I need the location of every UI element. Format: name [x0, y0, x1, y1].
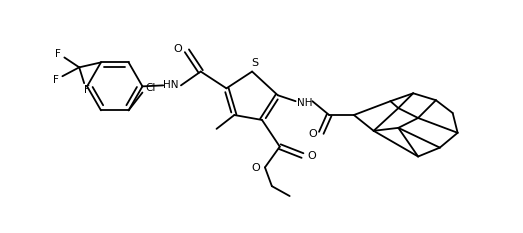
Text: F: F [52, 75, 59, 85]
Text: O: O [307, 151, 316, 161]
Text: O: O [252, 163, 260, 173]
Text: S: S [252, 58, 259, 68]
Text: Cl: Cl [145, 82, 155, 93]
Text: HN: HN [163, 80, 179, 90]
Text: O: O [174, 44, 183, 54]
Text: O: O [308, 129, 317, 139]
Text: F: F [54, 48, 60, 58]
Text: F: F [84, 85, 90, 95]
Text: NH: NH [297, 98, 312, 108]
